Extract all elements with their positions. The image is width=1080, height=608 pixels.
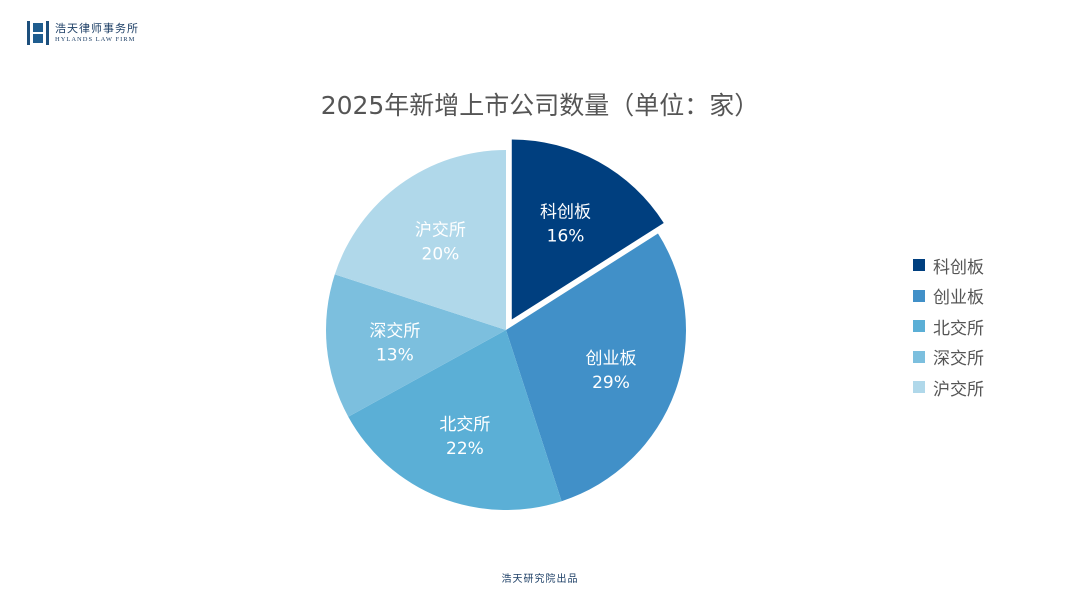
legend-swatch bbox=[913, 350, 925, 363]
legend-label: 深交所 bbox=[933, 349, 984, 370]
slice-label-value: 29% bbox=[592, 373, 630, 393]
chart-legend: 科创板创业板北交所深交所沪交所 bbox=[913, 250, 984, 403]
logo-name-en: HYLANDS LAW FIRM bbox=[55, 35, 136, 43]
footer-credit: 浩天研究院出品 bbox=[501, 574, 579, 585]
legend-label: 沪交所 bbox=[933, 379, 984, 400]
pie-slice bbox=[326, 274, 506, 417]
slice-label-name: 创业板 bbox=[586, 349, 637, 369]
slice-label-value: 16% bbox=[547, 227, 585, 247]
pie-slice bbox=[506, 233, 686, 502]
legend-label: 科创板 bbox=[933, 257, 984, 278]
slice-label-name: 北交所 bbox=[439, 415, 490, 435]
legend-swatch bbox=[913, 320, 925, 333]
pie-slice bbox=[334, 150, 506, 330]
legend-item: 创业板 bbox=[913, 281, 984, 312]
legend-swatch bbox=[913, 381, 925, 394]
legend-item: 深交所 bbox=[913, 342, 984, 373]
legend-item: 科创板 bbox=[913, 250, 984, 281]
logo-h-icon bbox=[27, 21, 49, 45]
slice-label-value: 22% bbox=[446, 439, 484, 459]
slice-label-name: 科创板 bbox=[540, 203, 591, 223]
slice-label-value: 13% bbox=[376, 346, 414, 366]
firm-logo: 浩天律师事务所 HYLANDS LAW FIRM bbox=[27, 21, 139, 45]
pie-slice bbox=[511, 139, 664, 320]
pie-slice bbox=[348, 330, 562, 510]
logo-name-cn: 浩天律师事务所 bbox=[55, 21, 139, 35]
legend-swatch bbox=[913, 259, 925, 272]
slice-label-name: 沪交所 bbox=[415, 221, 466, 241]
legend-item: 沪交所 bbox=[913, 372, 984, 403]
slice-label-value: 20% bbox=[422, 245, 460, 265]
legend-item: 北交所 bbox=[913, 311, 984, 342]
legend-label: 北交所 bbox=[933, 318, 984, 339]
legend-label: 创业板 bbox=[933, 288, 984, 309]
legend-swatch bbox=[913, 289, 925, 302]
chart-title: 2025年新增上市公司数量（单位：家） bbox=[320, 91, 760, 120]
slice-label-name: 深交所 bbox=[369, 322, 420, 342]
